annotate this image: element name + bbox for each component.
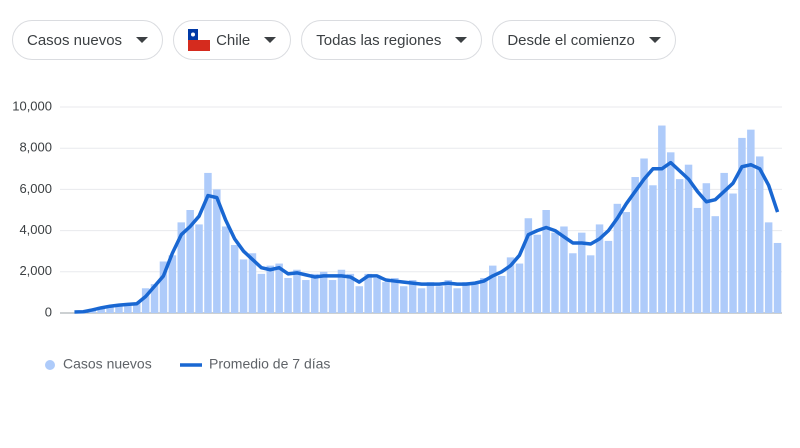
bar bbox=[275, 263, 283, 313]
bar bbox=[195, 224, 203, 313]
bar bbox=[400, 286, 408, 313]
bar bbox=[613, 203, 622, 313]
bar bbox=[159, 261, 168, 313]
bar bbox=[569, 253, 577, 313]
bar bbox=[658, 125, 666, 313]
y-tick-label: 2,000 bbox=[19, 263, 52, 278]
bar bbox=[408, 280, 417, 313]
bar bbox=[542, 210, 550, 313]
bar bbox=[364, 273, 372, 313]
bar bbox=[382, 282, 390, 313]
bar bbox=[417, 288, 426, 313]
country-dropdown[interactable]: Chile bbox=[173, 20, 292, 60]
bar bbox=[702, 183, 711, 313]
label: Desde el comienzo bbox=[507, 31, 635, 49]
bar bbox=[186, 210, 194, 313]
region-dropdown[interactable]: Todas las regiones bbox=[301, 20, 483, 60]
bar bbox=[560, 226, 568, 313]
bar bbox=[604, 240, 613, 313]
chart: 0 2,000 4,000 6,000 8,000 10,000 Casos nuevos P… bbox=[12, 98, 782, 372]
y-tick-label: 8,000 bbox=[19, 140, 52, 155]
bar bbox=[222, 226, 230, 313]
y-tick-label: 10,000 bbox=[12, 98, 52, 113]
bar bbox=[480, 277, 488, 313]
legend-label: Casos nuevos bbox=[63, 356, 152, 372]
y-tick-label: 4,000 bbox=[19, 222, 52, 237]
average-line bbox=[74, 160, 780, 314]
bar bbox=[328, 280, 337, 313]
bar bbox=[675, 179, 684, 313]
bar bbox=[506, 257, 515, 313]
bar bbox=[133, 302, 141, 313]
bar bbox=[720, 172, 728, 313]
y-tick-label: 6,000 bbox=[19, 181, 52, 196]
bar bbox=[667, 152, 675, 313]
legend-swatch bbox=[45, 360, 55, 370]
bar bbox=[115, 304, 123, 313]
bar bbox=[97, 306, 105, 313]
bar bbox=[257, 273, 266, 313]
bar bbox=[773, 242, 782, 313]
y-tick-label: 0 bbox=[45, 304, 52, 319]
bar bbox=[471, 284, 479, 313]
bar bbox=[622, 212, 630, 313]
legend-label: Promedio de 7 días bbox=[209, 356, 330, 372]
bar bbox=[141, 288, 150, 313]
filters: Casos nuevos Chile Todas las regiones De… bbox=[12, 20, 676, 60]
label: Chile bbox=[216, 31, 251, 49]
bar bbox=[311, 273, 319, 313]
bar bbox=[337, 269, 346, 313]
bar bbox=[426, 282, 435, 313]
bar bbox=[177, 222, 185, 313]
bar bbox=[302, 280, 310, 313]
bar bbox=[640, 158, 648, 313]
bar bbox=[213, 189, 221, 313]
bar bbox=[124, 303, 132, 313]
bar bbox=[150, 284, 159, 313]
bar bbox=[319, 271, 328, 313]
bar bbox=[649, 185, 657, 313]
bar bbox=[444, 280, 452, 313]
bar bbox=[489, 265, 497, 313]
range-dropdown[interactable]: Desde el comienzo bbox=[492, 20, 676, 60]
bar bbox=[578, 232, 586, 313]
bar bbox=[373, 277, 381, 313]
bar bbox=[435, 286, 444, 313]
bar bbox=[586, 255, 595, 313]
bar bbox=[764, 222, 773, 313]
bar bbox=[453, 288, 461, 313]
bar bbox=[595, 224, 604, 313]
flag bbox=[188, 29, 211, 51]
bar bbox=[756, 156, 764, 313]
bar bbox=[230, 245, 239, 313]
bar bbox=[293, 269, 301, 313]
bar bbox=[106, 305, 114, 313]
bar bbox=[355, 286, 363, 313]
bar bbox=[497, 275, 506, 313]
bar bbox=[684, 164, 693, 313]
bar bbox=[266, 265, 274, 313]
bar bbox=[462, 282, 470, 313]
bar bbox=[551, 232, 559, 313]
label: Casos nuevos bbox=[27, 31, 123, 49]
bar bbox=[515, 263, 524, 313]
bar bbox=[284, 277, 292, 313]
bar bbox=[239, 259, 248, 313]
bar bbox=[168, 255, 177, 313]
bar bbox=[711, 216, 719, 313]
bar bbox=[204, 172, 212, 313]
bar bbox=[738, 137, 746, 313]
metric-dropdown[interactable]: Casos nuevos bbox=[12, 20, 164, 60]
bar bbox=[248, 253, 257, 313]
bar bbox=[533, 234, 541, 313]
bar bbox=[631, 177, 639, 313]
bar bbox=[524, 218, 533, 313]
bar bbox=[729, 193, 737, 313]
bar bbox=[391, 277, 399, 313]
bar bbox=[346, 273, 355, 313]
bar bbox=[747, 129, 755, 313]
bar bbox=[693, 207, 702, 313]
label: Todas las regiones bbox=[316, 31, 442, 49]
